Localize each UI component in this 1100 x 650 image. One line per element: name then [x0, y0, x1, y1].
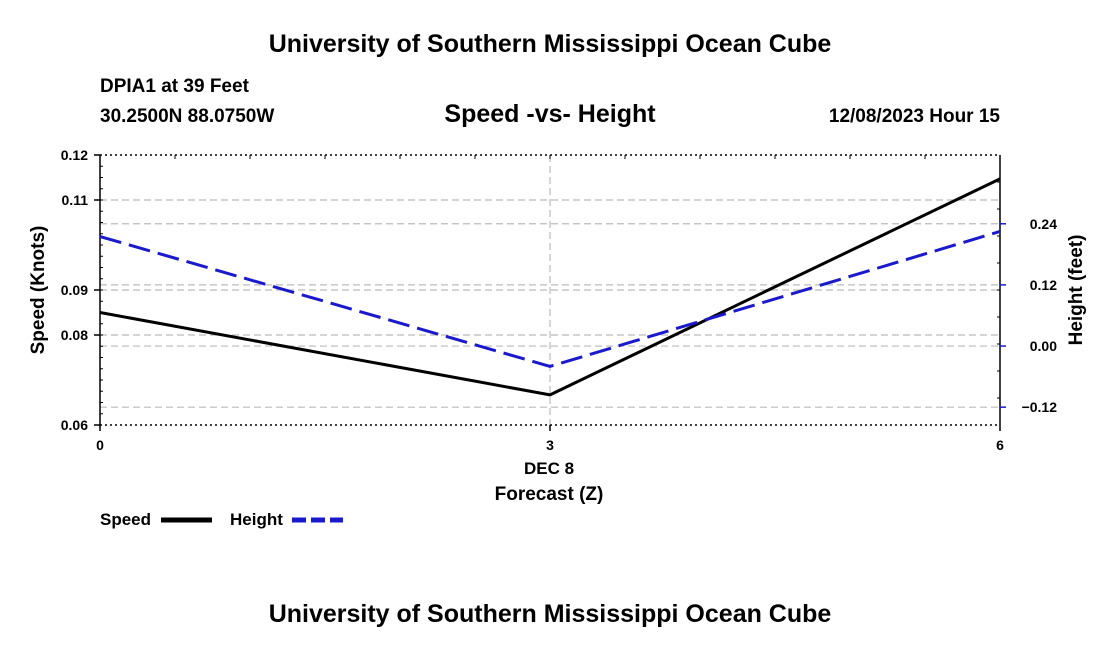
axis-ticks: 0.06 0.08 0.09 0.11 0.12 −0.12 0.00 0.12 0.24 0 3 6 [61, 147, 1057, 453]
top-title: University of Southern Mississippi Ocean… [268, 30, 832, 58]
y2-tick-label: 0.00 [1030, 338, 1057, 354]
x-tick-label: 3 [546, 437, 554, 453]
legend-speed-label: Speed [100, 510, 151, 529]
station-location: 30.2500N 88.0750W [100, 106, 275, 127]
y-tick-label: 0.12 [61, 147, 88, 163]
y-axis-label: Speed (Knots) [28, 226, 49, 355]
x-tick-label: 0 [96, 437, 104, 453]
speed-series-line [99, 177, 1001, 397]
x-axis-label: Forecast (Z) [495, 484, 604, 505]
x-axis-date: DEC 8 [524, 459, 574, 478]
legend: Speed Height [100, 510, 343, 529]
y2-tick-label: 0.24 [1030, 216, 1057, 232]
y-tick-label: 0.06 [61, 417, 88, 433]
grid [100, 155, 1000, 425]
y2-axis-label: Height (feet) [1066, 235, 1087, 346]
legend-height-label: Height [230, 510, 283, 529]
y-tick-label: 0.11 [62, 192, 89, 208]
bottom-title: University of Southern Mississippi Ocean… [268, 600, 832, 628]
series [99, 177, 1001, 397]
x-tick-label: 6 [996, 437, 1004, 453]
station-name: DPIA1 at 39 Feet [100, 76, 249, 97]
y2-tick-label: 0.12 [1030, 277, 1057, 293]
y-tick-label: 0.09 [61, 282, 88, 298]
y-tick-label: 0.08 [61, 327, 88, 343]
y2-tick-label: −0.12 [1022, 399, 1058, 415]
chart-title: Speed -vs- Height [444, 100, 656, 128]
height-series-line [99, 229, 1001, 368]
forecast-datetime: 12/08/2023 Hour 15 [828, 106, 1000, 127]
